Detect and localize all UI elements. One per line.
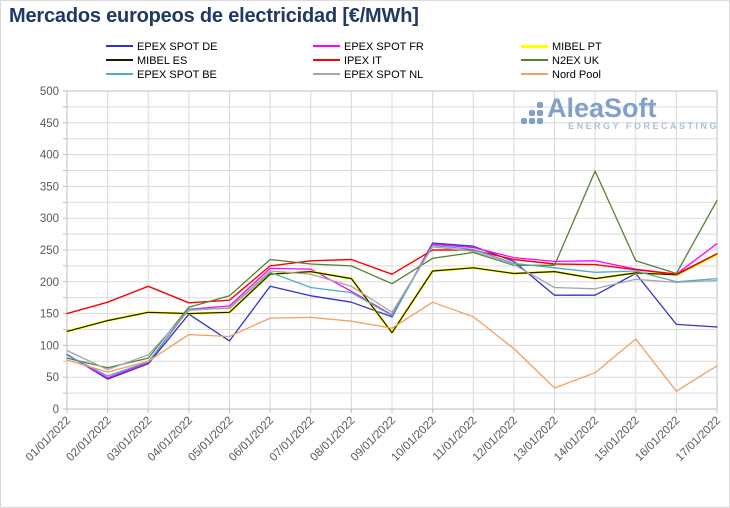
legend-label: MIBEL ES <box>137 55 188 68</box>
legend-item: EPEX SPOT BE <box>106 68 217 82</box>
chart-legend: EPEX SPOT DE EPEX SPOT FR MIBEL PT MIBEL… <box>1 39 729 85</box>
legend-line-swatch <box>521 73 548 76</box>
legend-item: EPEX SPOT FR <box>313 40 424 54</box>
legend-line-swatch <box>313 59 340 62</box>
y-tick-label: 400 <box>40 150 59 162</box>
legend-line-swatch <box>106 59 133 62</box>
legend-item: EPEX SPOT NL <box>313 68 423 82</box>
legend-label: Nord Pool <box>552 69 601 82</box>
legend-item: N2EX UK <box>521 54 599 68</box>
y-tick-label: 300 <box>40 213 59 225</box>
series-lines <box>65 170 719 392</box>
series-line-nord-pool <box>66 301 718 392</box>
legend-item: MIBEL PT <box>521 40 602 54</box>
legend-item: IPEX IT <box>313 54 382 68</box>
y-tick-label: 0 <box>53 404 59 416</box>
legend-label: MIBEL PT <box>552 41 602 54</box>
legend-label: EPEX SPOT FR <box>344 41 424 54</box>
y-tick-label: 200 <box>40 277 59 289</box>
series-line-n2ex-uk <box>66 170 718 369</box>
series-line-epex-spot-nl <box>66 246 718 371</box>
legend-label: N2EX UK <box>552 55 600 68</box>
legend-label: EPEX SPOT BE <box>137 69 217 82</box>
legend-line-swatch <box>521 59 548 62</box>
legend-line-swatch <box>106 73 133 76</box>
legend-item: EPEX SPOT DE <box>106 40 218 54</box>
legend-line-swatch <box>313 73 340 76</box>
y-tick-label: 100 <box>40 340 59 352</box>
aleasoft-watermark: AleaSoft ENERGY FORECASTING <box>519 93 719 131</box>
y-tick-label: 350 <box>40 181 59 193</box>
legend-label: IPEX IT <box>344 55 382 68</box>
series-line-mibel-es <box>66 253 718 334</box>
y-tick-label: 500 <box>40 86 59 98</box>
series-line-epex-spot-de <box>66 242 718 380</box>
watermark-tagline: ENERGY FORECASTING <box>568 121 719 131</box>
legend-line-swatch <box>106 45 133 48</box>
axes <box>63 90 718 413</box>
series-line-epex-spot-be <box>66 244 718 377</box>
chart-title: Mercados europeos de electricidad [€/MWh… <box>9 5 419 27</box>
legend-line-swatch <box>313 45 340 48</box>
y-tick-label: 150 <box>40 309 59 321</box>
aleasoft-dots-icon <box>519 100 543 124</box>
gridlines <box>66 90 718 410</box>
y-tick-label: 50 <box>46 372 59 384</box>
legend-item: MIBEL ES <box>106 54 187 68</box>
legend-label: EPEX SPOT DE <box>137 41 218 54</box>
legend-label: EPEX SPOT NL <box>344 69 424 82</box>
watermark-brand: AleaSoft <box>547 93 657 123</box>
legend-line-swatch <box>521 44 548 48</box>
series-line-ipex-it <box>66 249 718 315</box>
y-tick-label: 450 <box>40 118 59 130</box>
y-tick-label: 250 <box>40 245 59 257</box>
legend-item: Nord Pool <box>521 68 601 82</box>
